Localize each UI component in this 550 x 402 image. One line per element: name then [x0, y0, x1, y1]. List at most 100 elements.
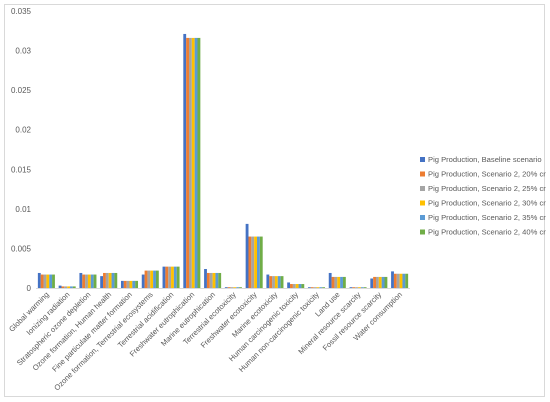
bar — [259, 236, 263, 288]
bar — [334, 276, 338, 288]
y-axis: 0 0.005 0.01 0.015 0.02 0.025 0.03 0.035 — [11, 7, 32, 293]
bar — [126, 280, 130, 288]
bar — [150, 270, 154, 288]
bar — [269, 276, 273, 288]
legend-swatch — [420, 200, 425, 206]
bar — [337, 276, 341, 288]
bar — [218, 272, 222, 288]
bar — [132, 280, 136, 288]
bar — [105, 272, 109, 288]
bar — [373, 276, 376, 288]
bar — [183, 33, 187, 289]
bar — [384, 276, 388, 288]
bar — [46, 274, 50, 288]
bar — [280, 276, 284, 288]
bar — [135, 280, 139, 288]
bar — [391, 271, 394, 288]
bar — [194, 37, 198, 288]
bar — [340, 276, 343, 288]
bar — [58, 285, 62, 288]
legend-label: Pig Production, Scenario 2, 20% cr — [428, 170, 546, 179]
y-tick-label: 0 — [27, 284, 32, 293]
legend-label: Pig Production, Baseline scenario — [428, 155, 542, 164]
bar — [162, 266, 166, 288]
legend-label: Pig Production, Scenario 2, 40% cr — [428, 228, 546, 237]
bar — [176, 266, 180, 288]
bar — [316, 287, 320, 288]
bar — [61, 286, 65, 288]
y-tick-label: 0.015 — [11, 165, 32, 174]
legend-swatch — [420, 186, 425, 191]
chart-frame — [4, 4, 545, 397]
bar — [40, 274, 44, 288]
bar — [313, 287, 317, 288]
bar — [251, 236, 255, 288]
bar — [375, 276, 379, 288]
legend-label: Pig Production, Scenario 2, 35% cr — [428, 213, 546, 222]
bar — [123, 280, 127, 288]
bar — [209, 272, 213, 288]
legend-swatch — [420, 157, 425, 162]
bar — [272, 276, 275, 288]
bar — [212, 272, 216, 288]
bar — [254, 236, 258, 288]
bar — [79, 272, 83, 288]
bar — [204, 269, 207, 288]
bar — [147, 270, 151, 288]
bar — [227, 287, 231, 288]
bar — [171, 266, 174, 288]
bar — [405, 273, 409, 288]
bar — [49, 274, 53, 288]
bar — [52, 274, 55, 288]
bar — [173, 266, 177, 288]
bar — [72, 286, 76, 288]
bar — [191, 37, 195, 288]
y-tick-label: 0.025 — [11, 86, 32, 95]
legend-label: Pig Production, Scenario 2, 30% cr — [428, 199, 546, 208]
bar — [381, 276, 385, 288]
bar — [322, 287, 326, 288]
bar — [100, 276, 104, 288]
bar — [363, 287, 367, 288]
bar — [120, 280, 124, 288]
bar — [393, 273, 397, 288]
bar — [370, 278, 374, 288]
bar — [43, 274, 47, 288]
legend-swatch — [420, 215, 425, 220]
bar — [155, 270, 159, 288]
bar — [396, 273, 400, 288]
bar — [168, 266, 172, 288]
bar — [233, 287, 237, 288]
bars — [37, 33, 409, 289]
bar — [307, 287, 311, 288]
bar — [144, 270, 148, 288]
bar — [239, 287, 242, 288]
bar — [331, 276, 335, 288]
bar — [292, 284, 296, 288]
bar — [129, 280, 133, 288]
bar — [236, 287, 240, 288]
bar — [197, 37, 201, 288]
bar — [248, 236, 252, 288]
bar — [360, 287, 364, 288]
bar — [277, 276, 281, 288]
y-tick-label: 0.035 — [11, 7, 32, 16]
bar — [141, 274, 145, 288]
y-tick-label: 0.03 — [15, 47, 31, 56]
bar — [165, 266, 169, 288]
bar — [111, 272, 115, 288]
bar — [103, 272, 106, 288]
bar — [87, 274, 91, 288]
bar — [82, 274, 86, 288]
bar — [186, 37, 189, 288]
bar — [352, 287, 356, 288]
y-tick-label: 0.02 — [15, 126, 31, 135]
bar — [378, 276, 382, 288]
bar — [349, 287, 353, 288]
bar — [37, 272, 41, 288]
legend-label: Pig Production, Scenario 2, 25% cr — [428, 184, 546, 193]
bar — [402, 273, 406, 288]
bar — [188, 37, 192, 288]
